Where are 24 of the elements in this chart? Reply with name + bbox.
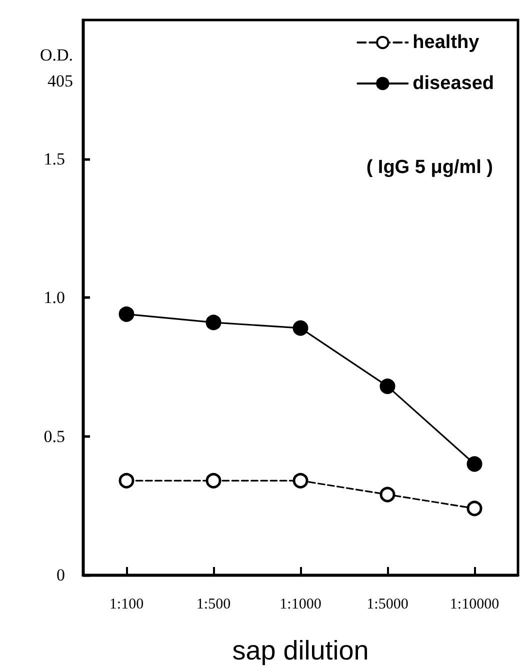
y-axis-title: O.D. 405	[40, 46, 73, 90]
point	[380, 486, 396, 502]
legend-label: healthy	[412, 32, 480, 53]
y-tick-label: 0.5	[44, 426, 65, 446]
point	[118, 306, 134, 322]
point	[206, 472, 222, 488]
point	[292, 472, 308, 488]
x-tick-label: 1:1000	[280, 596, 322, 612]
point	[466, 500, 482, 516]
y-tick-label: 1.5	[44, 149, 65, 168]
x-tick-label: 1:500	[196, 596, 231, 612]
point	[292, 320, 308, 336]
annotation: ( IgG 5 μg/ml )	[366, 157, 494, 178]
x-axis-title: sap dilution	[232, 636, 369, 666]
y-tick-label: 0	[56, 566, 65, 584]
point	[206, 314, 222, 330]
x-tick-label: 1:5000	[366, 596, 408, 612]
point	[118, 472, 134, 488]
x-tick-label: 1:10000	[450, 596, 500, 612]
x-tick-label: 1:100	[109, 596, 144, 612]
legend-label: diseased	[412, 73, 494, 94]
point	[380, 378, 396, 394]
point	[466, 456, 482, 472]
y-tick-label: 1.0	[44, 288, 65, 307]
